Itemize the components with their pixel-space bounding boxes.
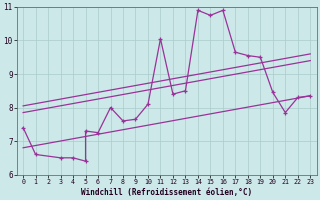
X-axis label: Windchill (Refroidissement éolien,°C): Windchill (Refroidissement éolien,°C)	[81, 188, 252, 197]
